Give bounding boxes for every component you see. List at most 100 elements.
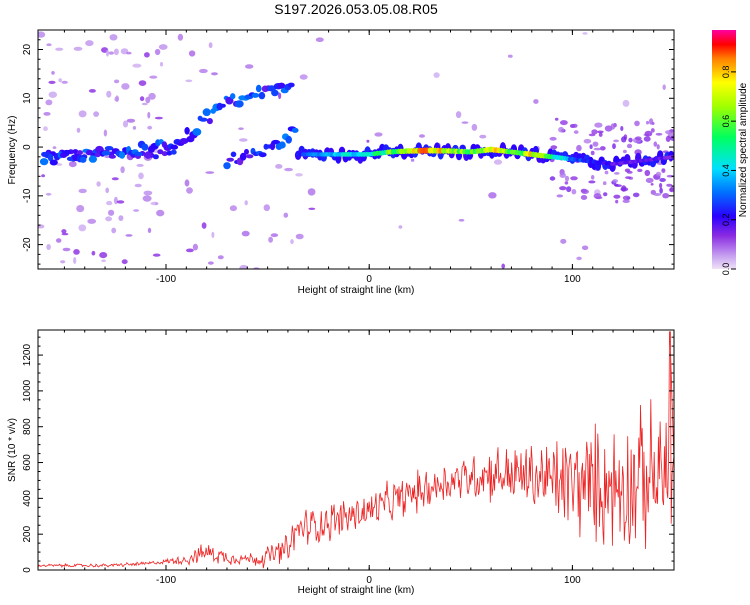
noise-speckle — [52, 146, 57, 149]
noise-speckle — [283, 212, 289, 218]
noise-speckle — [125, 234, 133, 237]
spectrogram-y-label: Frequency (Hz) — [7, 116, 18, 185]
noise-speckle — [61, 229, 67, 234]
noise-speckle — [659, 187, 663, 194]
noise-speckle — [156, 209, 165, 217]
colorbar-tick-label: 0.4 — [721, 164, 731, 177]
y-tick-label: 10 — [22, 92, 33, 104]
noise-speckle — [185, 79, 193, 83]
noise-speckle — [275, 164, 283, 169]
noise-speckle — [556, 194, 564, 198]
noise-speckle — [566, 186, 572, 193]
noise-speckle — [121, 83, 130, 90]
noise-speckle — [626, 143, 633, 149]
noise-speckle — [597, 130, 604, 134]
noise-speckle — [560, 238, 567, 244]
noise-speckle — [113, 48, 119, 56]
noise-speckle — [154, 202, 158, 206]
noise-speckle — [573, 130, 579, 134]
noise-speckle — [307, 188, 316, 196]
noise-speckle — [612, 179, 618, 183]
colorbar-tick-label: 0.2 — [721, 213, 731, 226]
noise-speckle — [594, 122, 603, 128]
noise-speckle — [149, 75, 158, 79]
ridge-cell — [108, 154, 116, 159]
ridge-cell — [134, 151, 143, 157]
snr-frame — [37, 329, 675, 571]
noise-speckle — [410, 158, 415, 162]
noise-speckle — [245, 64, 254, 69]
ridge-cell — [144, 151, 152, 159]
noise-speckle — [73, 257, 77, 264]
noise-speckle — [184, 179, 190, 187]
noise-speckle — [73, 249, 80, 255]
noise-speckle — [41, 174, 45, 178]
band-cell — [72, 149, 79, 155]
ridge-cell — [230, 93, 236, 100]
colorbar-tick-label: 0.8 — [721, 66, 731, 79]
noise-speckle — [583, 138, 592, 144]
noise-speckle — [295, 173, 303, 177]
y-tick-label: -10 — [22, 188, 33, 203]
y-tick-label: 1200 — [22, 344, 33, 367]
noise-speckle — [85, 40, 94, 47]
noise-speckle — [186, 187, 193, 194]
noise-speckle — [507, 54, 513, 58]
noise-speckle — [134, 183, 142, 188]
noise-speckle — [138, 80, 147, 86]
noise-speckle — [461, 121, 469, 124]
noise-speckle — [593, 147, 602, 151]
noise-speckle — [106, 90, 112, 98]
noise-speckle — [108, 209, 115, 216]
ridge-cell — [258, 152, 267, 158]
ridge-cell — [170, 144, 179, 150]
noise-speckle — [118, 215, 124, 222]
x-tick-label: 0 — [366, 575, 372, 586]
snr-plot — [38, 331, 674, 569]
noise-speckle — [76, 205, 85, 213]
ridge-cell — [199, 117, 208, 122]
noise-speckle — [613, 194, 621, 199]
noise-speckle — [662, 84, 666, 90]
noise-speckle — [88, 89, 96, 93]
noise-speckle — [455, 111, 462, 119]
noise-speckle — [570, 176, 578, 181]
noise-speckle — [186, 248, 194, 253]
colorbar: 0.0 0.2 0.4 0.6 0.8 Normalized spectral ampl… — [712, 30, 749, 275]
noise-speckle — [76, 127, 81, 133]
noise-speckle — [650, 183, 654, 186]
snr-plot-area — [38, 330, 674, 570]
noise-speckle — [644, 169, 651, 177]
noise-speckle — [38, 31, 46, 38]
noise-speckle — [634, 136, 642, 141]
noise-speckle — [632, 192, 640, 198]
noise-speckle — [572, 123, 578, 128]
noise-speckle — [43, 112, 51, 116]
noise-speckle — [46, 43, 52, 46]
ridge-cell — [219, 103, 226, 108]
noise-speckle — [106, 200, 113, 206]
ridge-cell — [202, 108, 211, 117]
ridge-cell — [119, 151, 126, 159]
ridge-cell — [239, 152, 247, 161]
noise-speckle — [61, 80, 68, 84]
colorbar-gradient — [712, 30, 736, 269]
noise-speckle — [147, 125, 153, 130]
ridge-cell — [47, 153, 54, 162]
noise-speckle — [615, 199, 619, 204]
ridge-cell — [192, 128, 202, 136]
noise-speckle — [582, 32, 588, 35]
noise-speckle — [591, 129, 598, 135]
noise-speckle — [199, 68, 208, 74]
noise-speckle — [624, 168, 631, 173]
noise-speckle — [612, 143, 616, 150]
noise-speckle — [132, 63, 142, 68]
ridge-cell — [255, 84, 262, 93]
noise-speckle — [595, 196, 603, 200]
noise-speckle — [591, 175, 595, 180]
noise-speckle — [43, 126, 48, 132]
noise-speckle — [46, 244, 51, 250]
